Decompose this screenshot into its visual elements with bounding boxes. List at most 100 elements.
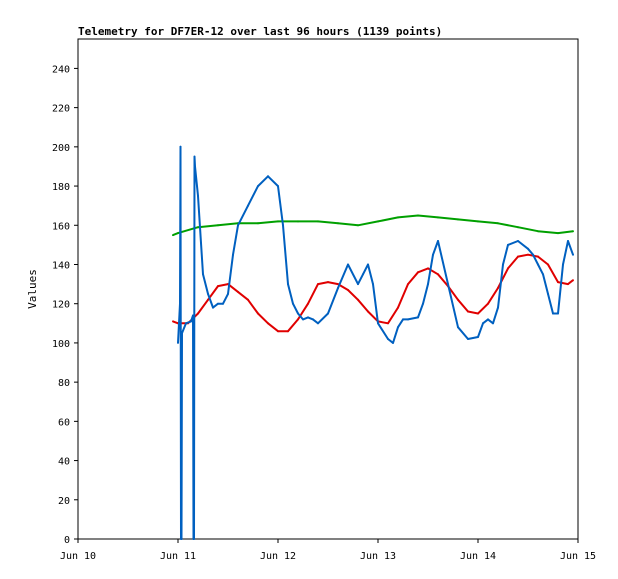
data-point [287,330,289,333]
data-point [427,283,429,286]
data-point [537,263,539,266]
data-point [467,310,469,313]
x-tick-label: Jun 13 [360,551,396,562]
data-point [327,312,329,315]
data-point [347,263,349,266]
data-point [287,283,289,286]
data-point [177,341,179,344]
data-point [292,302,294,305]
data-point [192,314,194,317]
data-point [392,341,394,344]
data-point [357,283,359,286]
data-point [202,273,204,276]
x-tick-label: Jun 15 [560,551,596,562]
data-point [537,255,539,258]
y-tick-label: 240 [52,64,70,75]
data-point [267,322,269,325]
data-point [407,283,409,286]
data-point [387,322,389,325]
data-point [179,302,181,305]
data-point [217,285,219,288]
data-point [337,222,339,225]
x-tick-label: Jun 10 [60,551,96,562]
data-point [257,185,259,188]
data-point [193,538,195,540]
data-point [417,316,419,319]
data-point [537,230,539,233]
data-point [527,253,529,256]
data-point [367,263,369,266]
data-point [247,204,249,207]
data-point [467,338,469,340]
data-point [367,310,369,313]
data-point [207,292,209,295]
data-point [222,302,224,305]
x-tick-label: Jun 12 [260,551,296,562]
chart-title: Telemetry for DF7ER-12 over last 96 hour… [78,25,442,38]
data-point [327,281,329,284]
y-tick-label: 140 [52,260,70,271]
data-point [542,273,544,276]
data-point [497,287,499,289]
data-point [277,330,279,333]
y-tick-label: 220 [52,104,70,115]
data-point [497,222,499,225]
data-point [457,326,459,329]
data-point [312,318,314,321]
data-point [227,292,229,295]
data-point [502,263,504,266]
data-point [507,243,509,246]
data-point [297,312,299,315]
data-point [277,185,279,188]
data-point [477,220,479,223]
data-point [437,273,439,276]
data-point [447,283,449,286]
data-point [547,292,549,295]
data-point [193,155,196,158]
data-point [372,283,374,286]
data-point [347,289,349,291]
series-line-1 [172,253,574,333]
data-point [317,322,319,325]
y-tick-label: 40 [58,457,70,468]
data-point [185,322,187,325]
data-point [307,302,309,305]
data-point [297,318,299,321]
y-tick-label: 200 [52,143,70,154]
y-tick-label: 160 [52,221,70,232]
data-point [417,214,419,217]
data-point [397,306,399,309]
data-point [557,312,559,315]
data-point [172,234,174,237]
data-point [297,220,299,223]
data-point [207,298,209,301]
data-point [362,273,364,276]
data-point [181,332,183,335]
data-point [487,302,489,305]
y-tick-label: 20 [58,496,70,507]
data-point [407,318,409,321]
data-point [437,216,439,219]
data-point [562,263,564,266]
data-point [317,283,319,286]
data-point [557,232,559,235]
data-point [497,306,499,309]
data-point [517,240,519,242]
data-point [567,240,569,242]
data-point [477,312,479,315]
data-point [517,255,519,258]
series-line-0 [172,214,574,237]
data-point [487,318,489,321]
data-point [337,287,339,289]
y-tick-label: 100 [52,339,70,350]
data-point [557,281,559,284]
data-point [307,316,309,319]
data-point [357,224,359,227]
data-point [532,253,534,256]
plot-area [77,38,579,540]
data-point [212,306,214,309]
y-tick-label: 80 [58,378,70,389]
data-point [397,216,399,219]
data-point [507,267,509,270]
